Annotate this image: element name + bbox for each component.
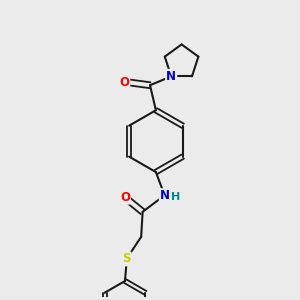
Text: N: N: [160, 189, 170, 202]
Text: H: H: [171, 192, 181, 202]
Text: N: N: [166, 70, 176, 83]
Text: O: O: [119, 76, 129, 89]
Text: O: O: [120, 190, 130, 204]
Text: N: N: [166, 70, 176, 83]
Text: S: S: [122, 252, 131, 266]
